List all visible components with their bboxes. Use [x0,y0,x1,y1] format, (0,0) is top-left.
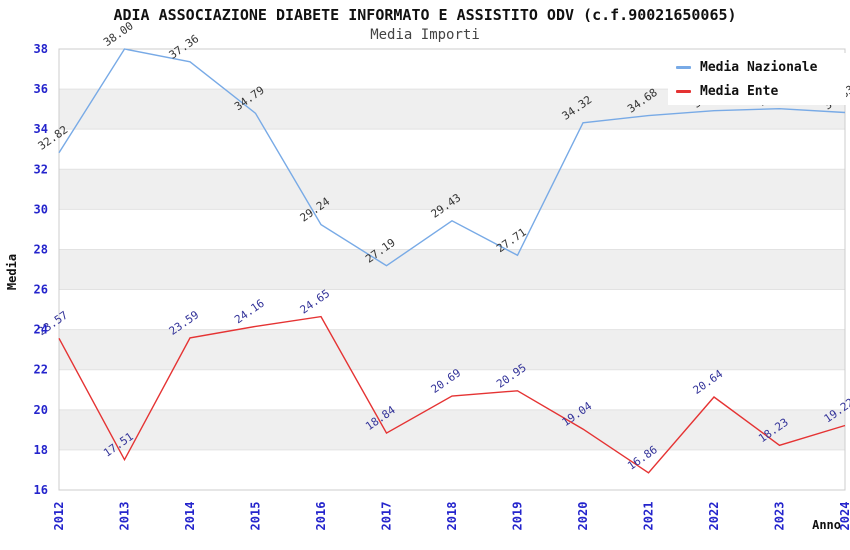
legend: Media Nazionale Media Ente [668,53,846,105]
y-tick-label: 38 [34,42,48,56]
y-tick-label: 36 [34,82,48,96]
legend-item-media-ente: Media Ente [676,82,846,100]
x-tick-label: 2021 [642,502,656,531]
band [59,169,845,210]
y-tick-label: 20 [34,403,48,417]
data-label: 20.64 [691,367,726,397]
y-tick-label: 26 [34,283,48,297]
y-tick-label: 24 [34,323,48,337]
x-tick-label: 2024 [838,502,850,531]
x-tick-label: 2016 [314,502,328,531]
x-tick-label: 2013 [118,502,132,531]
data-label: 24.65 [298,287,333,317]
x-tick-label: 2023 [773,502,787,531]
data-label: 24.16 [232,297,267,327]
legend-item-media-nazionale: Media Nazionale [676,58,846,76]
x-tick-label: 2015 [249,502,263,531]
data-label: 37.36 [167,32,202,62]
data-label: 20.69 [429,366,464,396]
legend-label-media-ente: Media Ente [700,83,779,99]
band [59,249,845,290]
y-tick-label: 22 [34,363,48,377]
data-label: 38.00 [101,19,136,49]
chart-subtitle: Media Importi [370,27,480,43]
x-tick-label: 2020 [576,502,590,531]
y-axis-title: Media [5,254,19,290]
band [59,409,845,450]
x-tick-label: 2019 [511,502,525,531]
legend-swatch-media-nazionale [676,65,691,69]
x-tick-label: 2022 [707,502,721,531]
band [59,329,845,370]
x-tick-label: 2018 [445,502,459,531]
legend-label-media-nazionale: Media Nazionale [700,59,818,75]
y-tick-label: 32 [34,162,48,176]
y-tick-label: 16 [34,483,48,497]
chart-title: ADIA ASSOCIAZIONE DIABETE INFORMATO E AS… [113,6,737,24]
legend-swatch-media-ente [676,89,691,93]
x-axis-title: Anno [812,518,841,532]
y-tick-label: 30 [34,202,48,216]
y-tick-label: 28 [34,243,48,257]
x-tick-label: 2014 [183,502,197,531]
plot-border [58,48,846,491]
x-tick-label: 2017 [380,502,394,531]
y-tick-label: 18 [34,443,48,457]
y-tick-label: 34 [34,122,48,136]
series-line-media-nazionale [58,48,846,267]
x-tick-label: 2012 [52,502,66,531]
series-line-media-ente [58,315,846,474]
